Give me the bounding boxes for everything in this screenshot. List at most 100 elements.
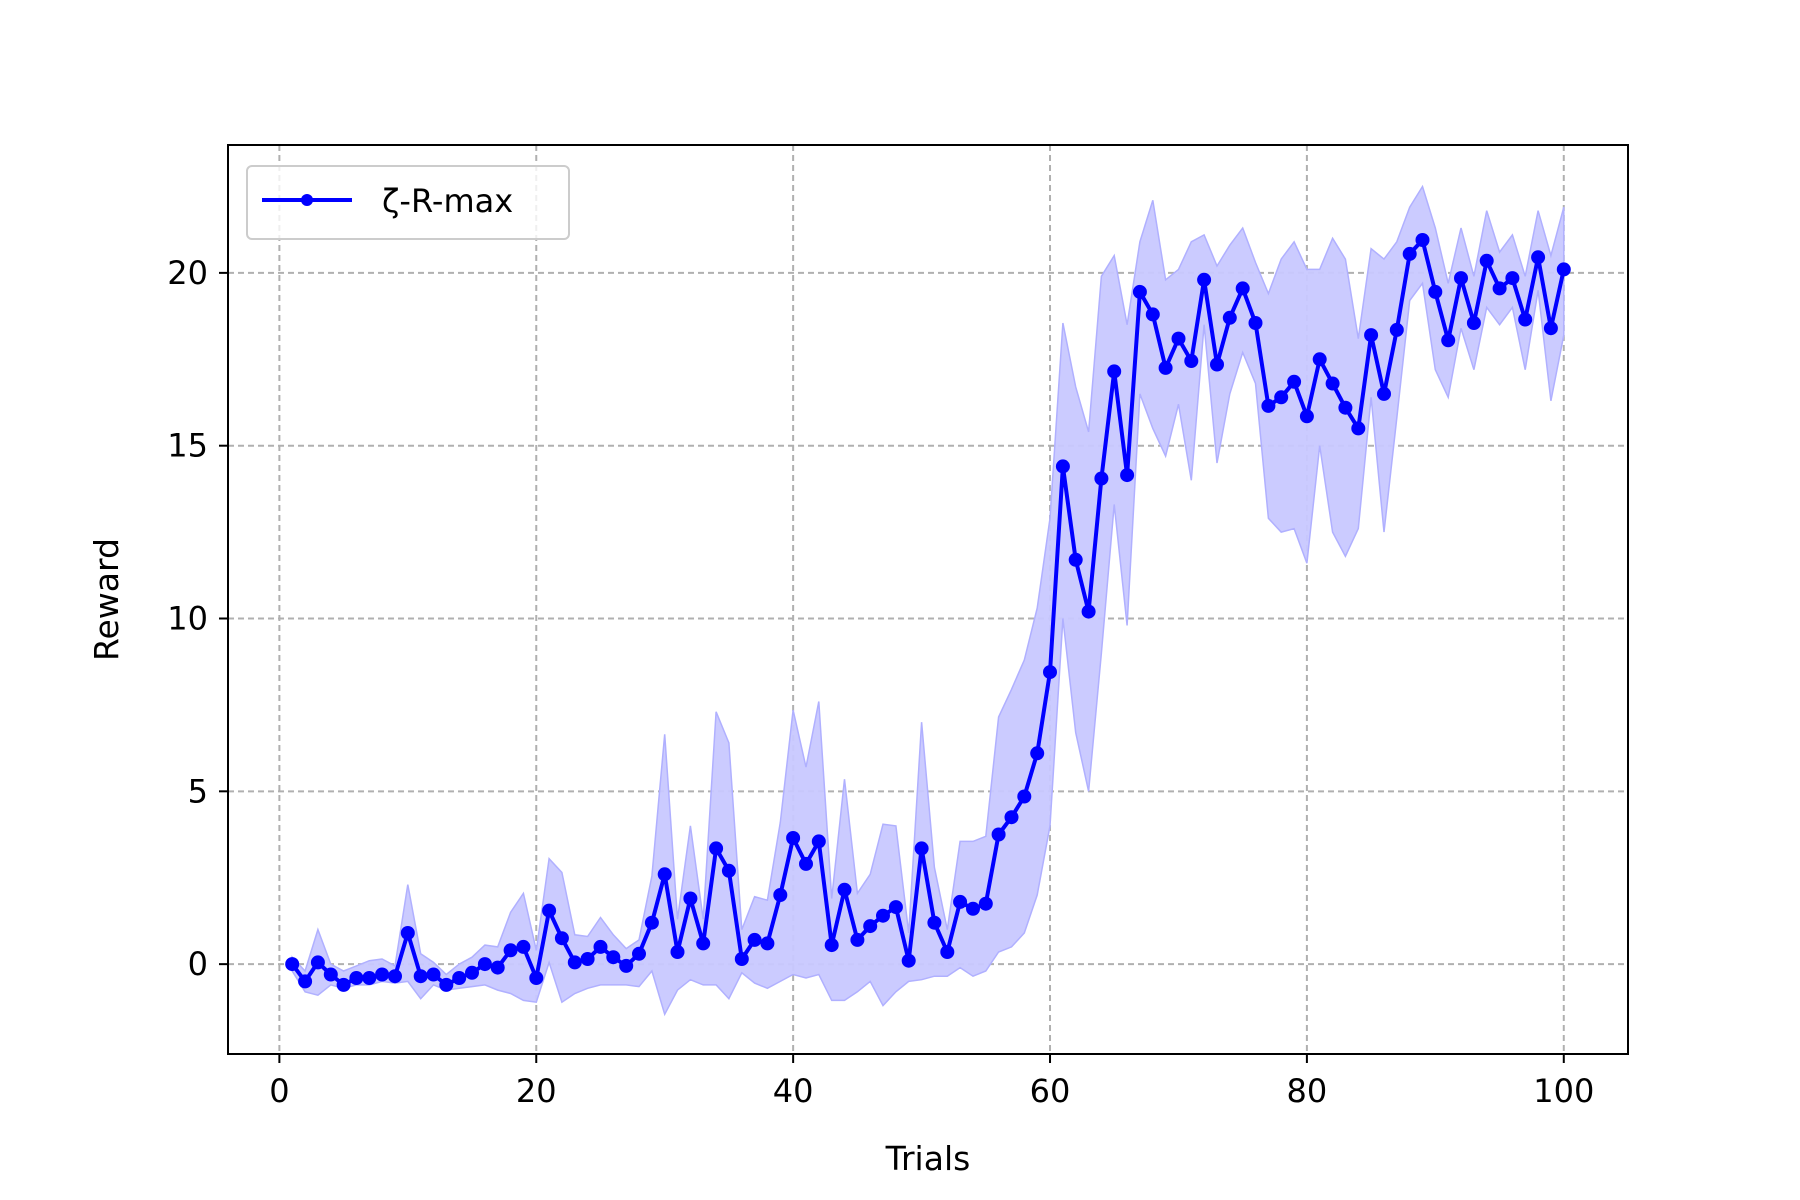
- data-point: [811, 834, 826, 849]
- data-point: [1556, 262, 1571, 277]
- data-point: [721, 863, 736, 878]
- data-point: [285, 957, 300, 972]
- data-point: [863, 919, 878, 934]
- y-tick-label: 20: [167, 254, 208, 292]
- data-point: [1415, 233, 1430, 247]
- data-point: [1184, 354, 1199, 368]
- axis-ticks: 0 20 40 60 80 100 0 5 10 15 20: [167, 254, 1594, 1110]
- data-point: [991, 827, 1006, 842]
- mean-reward-line: [290, 238, 1566, 987]
- data-point: [1017, 789, 1032, 804]
- data-point: [400, 926, 415, 940]
- data-point: [1197, 272, 1212, 287]
- y-tick-label: 15: [167, 427, 208, 465]
- data-point: [1158, 360, 1173, 375]
- data-point: [567, 955, 582, 970]
- data-point: [477, 957, 492, 972]
- data-point: [1543, 321, 1558, 336]
- data-point: [310, 955, 325, 970]
- data-point: [593, 939, 608, 954]
- legend-entry-label: ζ-R-max: [382, 182, 513, 220]
- data-point: [1004, 810, 1019, 825]
- data-point: [876, 908, 890, 923]
- y-tick-label: 5: [188, 772, 208, 810]
- data-point: [490, 960, 505, 975]
- x-tick-label: 40: [773, 1072, 814, 1110]
- data-point: [1068, 552, 1083, 567]
- data-point: [375, 967, 390, 982]
- data-point: [1248, 316, 1263, 330]
- data-point: [1222, 310, 1237, 325]
- data-point: [336, 977, 351, 992]
- data-point: [1402, 246, 1417, 261]
- data-point: [1210, 357, 1224, 372]
- data-point: [1274, 390, 1289, 405]
- data-point: [850, 932, 865, 947]
- data-point: [773, 888, 788, 902]
- data-point: [940, 945, 955, 959]
- data-point: [888, 900, 903, 915]
- data-point: [799, 856, 813, 871]
- series-markers: [285, 233, 1571, 992]
- y-tick-label: 10: [167, 600, 208, 638]
- data-point: [606, 950, 621, 965]
- y-tick-label: 0: [188, 945, 208, 983]
- data-point: [298, 974, 313, 989]
- data-point: [1145, 307, 1160, 322]
- data-point: [349, 971, 364, 985]
- data-point: [760, 936, 775, 951]
- data-point: [1043, 665, 1057, 680]
- x-tick-label: 0: [269, 1072, 289, 1110]
- data-point: [632, 946, 646, 961]
- data-point: [696, 936, 711, 951]
- data-point: [1441, 333, 1456, 348]
- data-point: [1351, 421, 1366, 436]
- data-point: [1120, 468, 1135, 483]
- data-point: [683, 891, 698, 906]
- data-point: [413, 969, 428, 984]
- x-tick-label: 20: [516, 1072, 557, 1110]
- data-point: [388, 969, 402, 984]
- data-point: [323, 967, 338, 982]
- data-point: [1287, 374, 1302, 389]
- data-point: [1132, 284, 1147, 299]
- data-point: [1389, 322, 1404, 337]
- data-point: [709, 841, 724, 856]
- data-point: [1261, 398, 1276, 413]
- data-point: [1338, 400, 1353, 415]
- data-point: [1325, 376, 1340, 391]
- data-point: [580, 952, 595, 966]
- data-point: [927, 915, 942, 930]
- data-point: [516, 939, 531, 954]
- data-point: [657, 867, 672, 882]
- legend-box: [246, 165, 570, 240]
- data-point: [953, 894, 968, 909]
- data-point: [1081, 604, 1096, 619]
- data-point: [1505, 271, 1520, 286]
- series-line: [290, 238, 1566, 987]
- x-tick-label: 60: [1030, 1072, 1071, 1110]
- x-tick-label: 80: [1287, 1072, 1328, 1110]
- data-point: [1531, 250, 1546, 265]
- data-point: [1030, 746, 1045, 761]
- data-point: [1171, 331, 1186, 346]
- data-point: [901, 953, 916, 968]
- data-point: [542, 903, 557, 918]
- data-point: [824, 938, 839, 953]
- y-axis-label: Reward: [87, 538, 126, 661]
- data-point: [966, 901, 980, 916]
- data-point: [1107, 364, 1122, 379]
- data-point: [670, 945, 685, 959]
- data-point: [1055, 459, 1070, 474]
- data-point: [1466, 316, 1481, 330]
- legend-marker-swatch: [301, 194, 313, 206]
- data-point: [978, 896, 993, 911]
- data-point: [1312, 352, 1327, 367]
- data-point: [465, 965, 479, 980]
- data-point: [439, 977, 454, 992]
- data-point: [837, 882, 852, 897]
- data-point: [1094, 471, 1109, 486]
- data-point: [1492, 281, 1507, 296]
- data-point: [644, 915, 659, 930]
